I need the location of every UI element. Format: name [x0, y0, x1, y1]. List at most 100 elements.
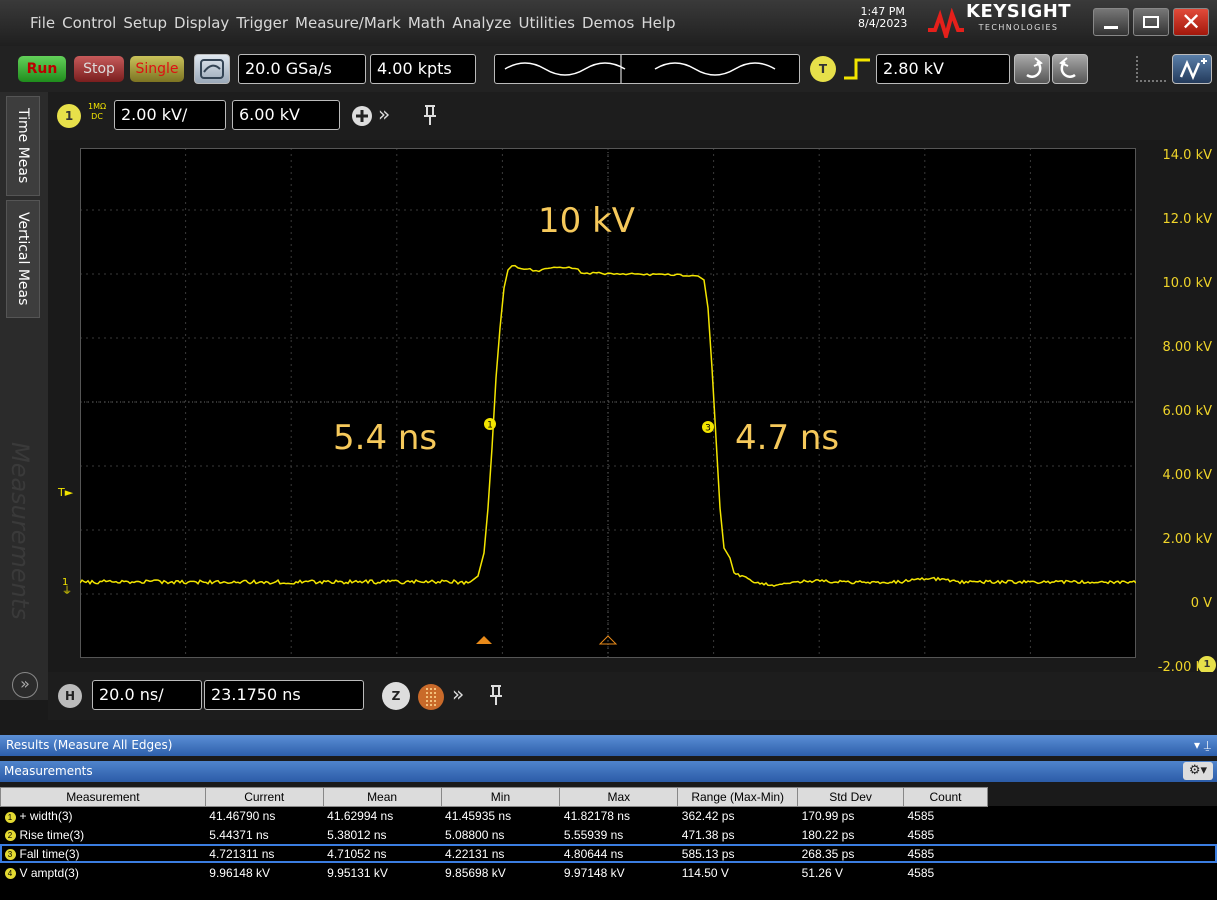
table-row[interactable]: 4V amptd(3) 9.96148 kV 9.95131 kV 9.85698 k… — [1, 864, 988, 883]
channel-1-badge[interactable]: 1 — [57, 104, 81, 128]
table-cell: 180.22 ps — [798, 826, 904, 845]
results-title-bar: Results (Measure All Edges) ▾ ⍊ — [0, 735, 1217, 756]
table-cell: 4585 — [904, 864, 988, 883]
trigger-level-field[interactable]: 2.80 kV — [876, 54, 1010, 84]
channel-bar: 1 1MΩ DC 2.00 kV/ 6.00 kV » — [48, 92, 1217, 140]
brand-name: KEYSIGHT — [966, 4, 1071, 20]
vertical-scale-field[interactable]: 2.00 kV/ — [114, 100, 226, 130]
overview-wave-icon — [495, 55, 799, 83]
menu-display[interactable]: Display — [174, 14, 229, 32]
timebase-expand-icon[interactable]: » — [452, 682, 464, 706]
side-tabs: Time Meas Vertical Meas Measurements » — [0, 92, 48, 700]
rising-edge-icon[interactable] — [842, 56, 872, 82]
measurement-name-cell: 4V amptd(3) — [1, 864, 206, 883]
pin-icon[interactable] — [422, 104, 438, 126]
expand-chevrons-icon[interactable]: » — [378, 102, 390, 126]
menu-analyze[interactable]: Analyze — [452, 14, 511, 32]
table-cell: 41.46790 ns — [205, 807, 323, 826]
maximize-button[interactable] — [1133, 8, 1169, 36]
menu-control[interactable]: Control — [62, 14, 116, 32]
sample-rate-field[interactable]: 20.0 GSa/s — [238, 54, 366, 84]
close-button[interactable]: ✕ — [1173, 8, 1209, 36]
table-cell: 41.62994 ns — [323, 807, 441, 826]
channel-coupling[interactable]: 1MΩ DC — [88, 102, 106, 122]
col-std-dev[interactable]: Std Dev — [798, 788, 904, 807]
segmented-icon[interactable] — [416, 682, 446, 712]
results-pin-icon[interactable]: ▾ ⍊ — [1194, 735, 1211, 756]
menu-utilities[interactable]: Utilities — [518, 14, 574, 32]
table-cell: 5.55939 ns — [560, 826, 678, 845]
layout-icon[interactable] — [1136, 56, 1166, 82]
table-cell: 4585 — [904, 807, 988, 826]
timebase-delay-field[interactable]: 23.1750 ns — [204, 680, 364, 710]
measurement-number-badge: 2 — [5, 830, 16, 841]
menu-file[interactable]: File — [30, 14, 55, 32]
stop-button[interactable]: Stop — [74, 56, 124, 82]
menu-trigger[interactable]: Trigger — [236, 14, 288, 32]
table-cell: 9.95131 kV — [323, 864, 441, 883]
col-count[interactable]: Count — [904, 788, 988, 807]
horizontal-badge[interactable]: H — [58, 684, 82, 708]
add-channel-icon[interactable] — [350, 104, 374, 128]
measurement-name: + width(3) — [20, 809, 73, 823]
col-measurement[interactable]: Measurement — [1, 788, 206, 807]
peak-annotation: 10 kV — [538, 201, 635, 241]
settings-gear-icon[interactable]: ⚙▾ — [1183, 762, 1213, 780]
col-current[interactable]: Current — [205, 788, 323, 807]
scale-label: 2.00 kV — [1142, 532, 1212, 547]
brand-logo: KEYSIGHT TECHNOLOGIES — [966, 4, 1071, 36]
clock-date: 8/4/2023 — [858, 18, 907, 30]
run-button[interactable]: Run — [18, 56, 66, 82]
measurement-number-badge: 1 — [5, 812, 16, 823]
tab-time-meas[interactable]: Time Meas — [6, 96, 40, 196]
memory-depth-field[interactable]: 4.00 kpts — [370, 54, 476, 84]
menu: File Control Setup Display Trigger Measu… — [30, 14, 683, 32]
fall-marker-label: 3 — [705, 424, 711, 434]
timebase-scale-field[interactable]: 20.0 ns/ — [92, 680, 202, 710]
trigger-level-marker[interactable]: T► — [58, 486, 73, 499]
vertical-offset-field[interactable]: 6.00 kV — [232, 100, 340, 130]
table-cell: 41.82178 ns — [560, 807, 678, 826]
table-row[interactable]: 1 + width(3) 41.46790 ns 41.62994 ns 41.4593… — [1, 807, 988, 826]
measurement-name-cell: 1 + width(3) — [1, 807, 206, 826]
col-min[interactable]: Min — [441, 788, 560, 807]
trigger-badge[interactable]: T — [810, 56, 836, 82]
menu-demos[interactable]: Demos — [582, 14, 634, 32]
col-mean[interactable]: Mean — [323, 788, 441, 807]
table-header-row: Measurement Current Mean Min Max Range (… — [1, 788, 988, 807]
col-max[interactable]: Max — [560, 788, 678, 807]
menu-help[interactable]: Help — [641, 14, 675, 32]
close-icon: ✕ — [1181, 8, 1201, 36]
menu-math[interactable]: Math — [408, 14, 446, 32]
zoom-badge[interactable]: Z — [382, 682, 410, 710]
waveform-overview[interactable] — [494, 54, 800, 84]
tab-vertical-meas[interactable]: Vertical Meas — [6, 200, 40, 318]
undo-button[interactable] — [1014, 54, 1050, 84]
trigger-marker-label: T — [58, 486, 65, 499]
trigger-position-icon[interactable] — [476, 636, 492, 644]
menu-measure-mark[interactable]: Measure/Mark — [295, 14, 401, 32]
fall-time-annotation: 4.7 ns — [735, 418, 839, 458]
auto-scale-icon — [195, 55, 229, 83]
table-row[interactable]: 3 Fall time(3) 4.721311 ns 4.71052 ns 4.2213… — [1, 845, 988, 864]
table-row[interactable]: 2 Rise time(3) 5.44371 ns 5.38012 ns 5.08800… — [1, 826, 988, 845]
single-button[interactable]: Single — [130, 56, 184, 82]
table-cell: 5.38012 ns — [323, 826, 441, 845]
ground-marker[interactable]: 1 ⏚ — [62, 578, 72, 596]
scale-label: 0 V — [1142, 596, 1212, 611]
redo-icon — [1053, 55, 1087, 83]
scale-label: 6.00 kV — [1142, 404, 1212, 419]
touch-mode-button[interactable] — [1172, 54, 1212, 84]
table-cell: 585.13 ps — [678, 845, 798, 864]
timebase-pin-icon[interactable] — [488, 684, 504, 706]
measurement-number-badge: 4 — [5, 868, 16, 879]
table-cell: 170.99 ps — [798, 807, 904, 826]
tab-measurements[interactable]: Measurements — [6, 442, 34, 620]
menu-setup[interactable]: Setup — [123, 14, 167, 32]
redo-button[interactable] — [1052, 54, 1088, 84]
minimize-button[interactable] — [1093, 8, 1129, 36]
auto-scale-button[interactable] — [194, 54, 230, 84]
expand-panel-icon[interactable]: » — [12, 672, 38, 698]
table-cell: 4585 — [904, 826, 988, 845]
col-range[interactable]: Range (Max-Min) — [678, 788, 798, 807]
